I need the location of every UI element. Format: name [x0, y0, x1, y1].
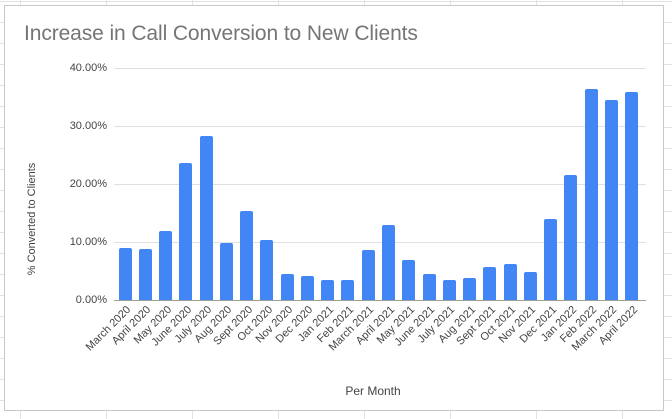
bar[interactable]: [159, 230, 173, 300]
gridline: [114, 68, 646, 69]
bar[interactable]: [219, 242, 233, 300]
bar[interactable]: [422, 274, 436, 300]
bar[interactable]: [361, 250, 375, 300]
y-tick-label: 0.00%: [75, 294, 107, 306]
chart-container[interactable]: Increase in Call Conversion to New Clien…: [4, 5, 664, 411]
bar[interactable]: [240, 211, 254, 300]
bar[interactable]: [199, 136, 213, 300]
y-tick-label: 40.00%: [69, 62, 107, 74]
bar[interactable]: [300, 275, 314, 300]
y-tick-label: 30.00%: [69, 120, 107, 132]
bar[interactable]: [260, 239, 274, 300]
bar[interactable]: [179, 162, 193, 300]
bar[interactable]: [382, 224, 395, 300]
bar[interactable]: [564, 175, 578, 300]
gridline: [114, 184, 646, 185]
bar[interactable]: [584, 89, 598, 300]
bar[interactable]: [442, 279, 456, 300]
bar[interactable]: [503, 264, 517, 300]
bar[interactable]: [463, 277, 477, 300]
bar[interactable]: [625, 91, 639, 300]
bar[interactable]: [483, 266, 497, 300]
y-tick-label: 20.00%: [69, 178, 107, 190]
gridline: [114, 242, 646, 243]
bar[interactable]: [118, 247, 132, 300]
y-axis-title: % Converted to Clients: [26, 162, 38, 276]
gridline: [114, 126, 646, 127]
bar[interactable]: [523, 272, 537, 300]
x-axis-baseline: [114, 300, 646, 301]
x-axis-title: Per Month: [345, 384, 401, 398]
y-tick-label: 10.00%: [69, 236, 107, 248]
bar[interactable]: [402, 259, 416, 300]
bar[interactable]: [138, 248, 152, 300]
bar[interactable]: [341, 279, 355, 300]
bar[interactable]: [280, 274, 294, 300]
bar[interactable]: [321, 279, 335, 300]
chart-title: Increase in Call Conversion to New Clien…: [24, 22, 418, 45]
bar[interactable]: [604, 100, 618, 300]
bar[interactable]: [544, 218, 558, 300]
